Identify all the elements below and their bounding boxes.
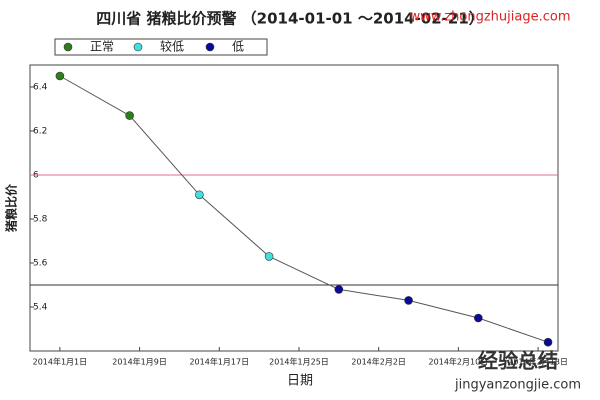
x-tick-label: 2014年1月17日 [189,357,249,367]
connector-line [59,75,130,117]
y-tick-label: 5.6 [33,259,48,269]
data-point [474,313,483,323]
plot-frame [29,64,559,352]
connector-line [408,299,479,319]
y-tick-label: 5.4 [33,303,48,313]
legend-label: 较低 [160,39,184,54]
legend-label: 正常 [90,40,114,54]
y-tick-label: 6.4 [33,83,48,93]
chart-title: 四川省 猪粮比价预警 （2014-01-01 ～2014-02-21） [96,10,484,28]
watermark: jingyanzongjie.com [454,378,581,393]
x-tick-label: 2014年1月9日 [112,357,167,367]
connector-line [199,194,270,257]
connector-line [129,115,200,196]
x-tick-label: 2014年1月25日 [269,357,329,367]
y-tick-label: 6.2 [33,127,47,137]
data-point [264,252,274,261]
legend-box [54,38,268,56]
data-point [334,285,344,294]
data-point [125,111,134,120]
x-tick-label: 2014年2月10日 [429,357,489,367]
x-tick-label: 2014年1月1日 [33,357,88,367]
data-point [543,337,553,347]
legend-marker [205,42,215,52]
legend-label: 低 [232,40,244,54]
x-tick-label: 2014年2月18日 [508,357,568,367]
connector-line [268,255,340,290]
data-point [195,190,204,200]
legend-marker [63,42,73,52]
connector-line [338,288,409,301]
y-axis-label: 猪粮比价 [4,183,19,233]
watermark: 经验总结 [478,349,558,373]
watermark: www.zhongzhujiage.com [410,10,571,25]
data-point [55,71,65,81]
x-axis-label: 日期 [287,374,313,389]
y-tick-label: 5.8 [33,215,48,225]
data-point [404,296,413,305]
legend-marker [133,42,143,52]
connector-line [478,317,549,343]
x-tick-label: 2014年2月2日 [351,357,406,367]
